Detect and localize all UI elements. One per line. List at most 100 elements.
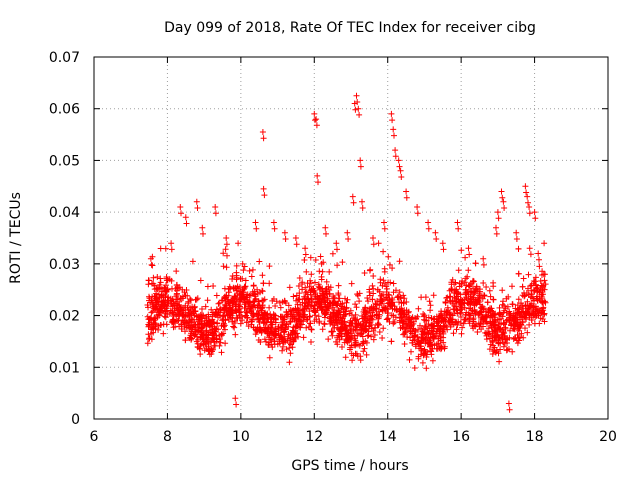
data-point (267, 336, 274, 343)
data-point (454, 219, 461, 226)
data-point (229, 306, 236, 313)
data-point (197, 334, 204, 341)
data-point (305, 296, 312, 302)
data-point (153, 321, 159, 328)
data-point (266, 332, 273, 339)
data-point (386, 261, 393, 268)
data-point (527, 251, 534, 258)
data-point (336, 295, 343, 302)
data-point (147, 316, 153, 323)
data-point (438, 310, 445, 317)
data-point (301, 257, 308, 263)
data-point (286, 359, 293, 366)
data-point (320, 297, 327, 304)
data-point (266, 280, 273, 287)
data-point (258, 329, 265, 336)
data-point (261, 296, 268, 303)
data-point (232, 301, 239, 308)
x-tick-label: 6 (90, 429, 99, 445)
data-point (511, 317, 518, 324)
data-point (236, 309, 243, 316)
data-point (308, 286, 315, 293)
data-point (179, 286, 186, 293)
data-point (528, 291, 535, 298)
data-point (224, 305, 231, 312)
data-point (273, 298, 280, 305)
data-point (359, 198, 365, 205)
data-point (453, 291, 460, 297)
data-point (286, 345, 293, 351)
data-point (363, 351, 370, 358)
data-point (480, 255, 487, 262)
data-point (390, 312, 397, 319)
data-point (197, 351, 204, 358)
data-point (351, 332, 358, 339)
data-point (157, 275, 164, 282)
data-point (302, 251, 309, 258)
data-point (367, 305, 374, 312)
data-point (232, 331, 239, 338)
data-point (404, 320, 411, 327)
data-point (519, 318, 526, 325)
data-point (192, 296, 199, 303)
data-point (421, 316, 427, 323)
data-point (148, 261, 155, 268)
data-point (381, 268, 388, 275)
data-point (259, 129, 266, 135)
data-point (323, 230, 329, 237)
data-point (356, 298, 363, 305)
data-point (272, 325, 279, 332)
data-point (490, 296, 497, 303)
data-point (513, 236, 520, 242)
data-point (341, 324, 348, 331)
data-point (278, 313, 285, 320)
data-point (234, 315, 241, 321)
data-point (229, 276, 236, 282)
data-point (414, 204, 421, 210)
data-point (276, 338, 283, 345)
data-point (320, 259, 327, 266)
data-point (317, 253, 324, 260)
data-point (538, 282, 545, 289)
data-point (526, 245, 533, 252)
data-point (495, 350, 502, 357)
data-point (302, 284, 309, 291)
data-point (321, 310, 328, 317)
data-point (250, 310, 257, 317)
data-point (539, 308, 545, 315)
data-point (476, 288, 483, 295)
data-point (231, 324, 238, 331)
data-point (294, 301, 301, 308)
data-point (515, 245, 522, 252)
data-point (331, 307, 338, 313)
data-point (293, 323, 300, 330)
data-point (380, 304, 387, 311)
data-point (202, 303, 209, 310)
data-point (371, 324, 378, 331)
data-point (354, 291, 361, 298)
data-point (303, 268, 310, 275)
data-point (369, 309, 376, 316)
data-point (333, 338, 339, 345)
data-point (466, 318, 472, 325)
data-point (440, 334, 447, 341)
data-point (394, 294, 401, 301)
data-point (308, 339, 314, 345)
data-point (433, 236, 440, 242)
data-point (460, 320, 467, 327)
data-point (529, 310, 536, 317)
data-point (506, 310, 513, 317)
data-point (509, 301, 516, 308)
data-point (379, 335, 386, 341)
data-point (503, 347, 510, 354)
data-point (510, 315, 517, 322)
data-point (359, 313, 365, 319)
data-point (321, 294, 328, 301)
data-point (507, 327, 513, 334)
data-point (220, 263, 227, 270)
data-point (419, 359, 426, 366)
data-point (472, 311, 479, 318)
data-point (415, 338, 422, 345)
data-point (196, 313, 203, 320)
data-point (339, 344, 345, 350)
